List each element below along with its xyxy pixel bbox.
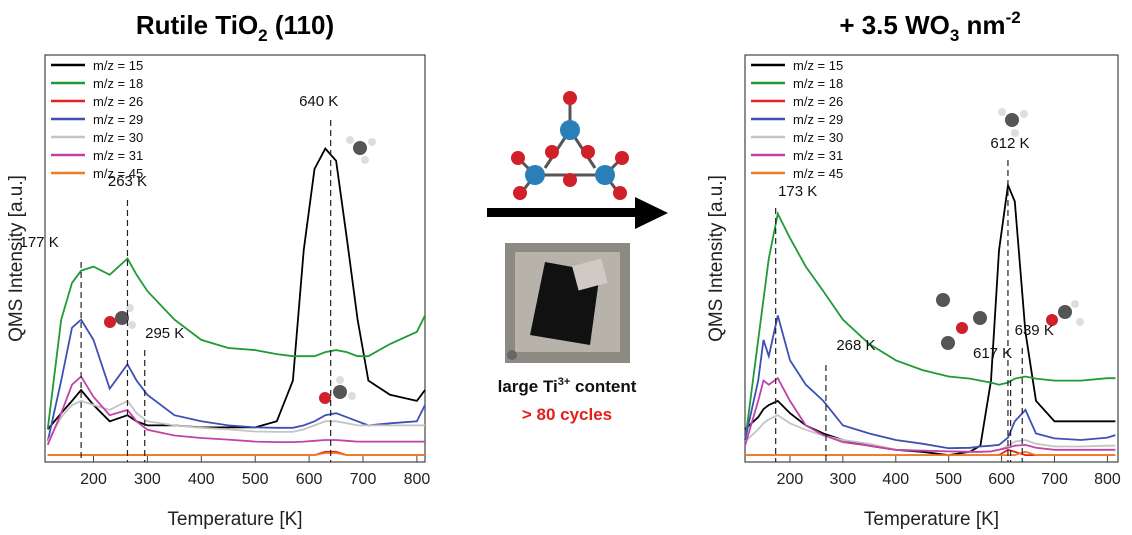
- legend-label: m/z = 45: [93, 166, 143, 181]
- series-line: [744, 315, 1116, 450]
- caption-part: large Ti: [498, 377, 558, 396]
- annotation-label: 295 K: [145, 325, 184, 342]
- title-script: 2: [258, 26, 267, 45]
- series-line: [46, 318, 426, 442]
- x-tick-label: 700: [1041, 471, 1068, 488]
- x-tick-label: 500: [935, 471, 962, 488]
- series-line: [47, 147, 426, 430]
- cycles-note: > 80 cycles: [522, 405, 612, 424]
- x-axis-label: Temperature [K]: [167, 509, 302, 530]
- legend-label: m/z = 15: [93, 58, 143, 73]
- legend-label: m/z = 26: [93, 94, 143, 109]
- x-tick-label: 300: [134, 471, 161, 488]
- arrow: [487, 197, 668, 229]
- caption-part: content: [570, 377, 636, 396]
- annotation-label: 639 K: [1015, 322, 1054, 339]
- x-tick-label: 700: [350, 471, 377, 488]
- series-line: [744, 181, 1116, 457]
- annotation-label: 173 K: [778, 183, 817, 200]
- x-tick-label: 800: [404, 471, 431, 488]
- x-tick-label: 400: [882, 471, 909, 488]
- x-tick-label: 600: [988, 471, 1015, 488]
- annotation-label: 617 K: [973, 345, 1012, 362]
- title-part: + 3.5 WO: [839, 10, 950, 40]
- annotation-label: 268 K: [836, 337, 875, 354]
- annotation-label: 177 K: [20, 234, 59, 251]
- annotation-label: 640 K: [299, 93, 338, 110]
- annotation-label: 263 K: [108, 173, 147, 190]
- caption: large Ti3+ content: [498, 376, 637, 396]
- legend-label: m/z = 29: [93, 112, 143, 127]
- series-line: [744, 376, 1116, 453]
- x-tick-label: 600: [296, 471, 323, 488]
- y-axis-label: QMS Intensity [a.u.]: [706, 175, 727, 342]
- annotation-label: 612 K: [990, 135, 1029, 152]
- sample-photo: [505, 243, 630, 363]
- x-tick-label: 400: [188, 471, 215, 488]
- series-line: [47, 452, 425, 456]
- plot-frame: [744, 54, 1119, 463]
- legend-label: m/z = 18: [793, 76, 843, 91]
- legend-label: m/z = 30: [93, 130, 143, 145]
- legend-label: m/z = 31: [793, 148, 843, 163]
- series-line: [46, 399, 425, 443]
- title-script: -2: [1006, 8, 1021, 27]
- series-line: [744, 210, 1116, 442]
- molecule-atoms: [511, 91, 629, 200]
- x-tick-label: 500: [242, 471, 269, 488]
- legend-label: m/z = 15: [793, 58, 843, 73]
- x-tick-label: 300: [830, 471, 857, 488]
- plot-frame: [44, 54, 426, 463]
- title-part: nm: [959, 10, 1005, 40]
- series-line: [46, 257, 426, 430]
- x-tick-label: 200: [777, 471, 804, 488]
- legend-label: m/z = 31: [93, 148, 143, 163]
- x-tick-label: 800: [1094, 471, 1121, 488]
- title-part: Rutile TiO: [136, 10, 258, 40]
- legend-label: m/z = 45: [793, 166, 843, 181]
- series-line: [745, 450, 1116, 456]
- title-part: (110): [268, 10, 335, 40]
- caption-sup: 3+: [558, 376, 571, 388]
- legend-label: m/z = 26: [793, 94, 843, 109]
- title-script: 3: [950, 26, 959, 45]
- series-line: [46, 375, 425, 446]
- legend-label: m/z = 29: [793, 112, 843, 127]
- x-tick-label: 200: [80, 471, 107, 488]
- chart-title: Rutile TiO2 (110): [136, 10, 334, 45]
- x-axis-label: Temperature [K]: [864, 509, 999, 530]
- chart-title: + 3.5 WO3 nm-2: [839, 8, 1020, 45]
- legend-label: m/z = 18: [93, 76, 143, 91]
- y-axis-label: QMS Intensity [a.u.]: [6, 175, 27, 342]
- legend-label: m/z = 30: [793, 130, 843, 145]
